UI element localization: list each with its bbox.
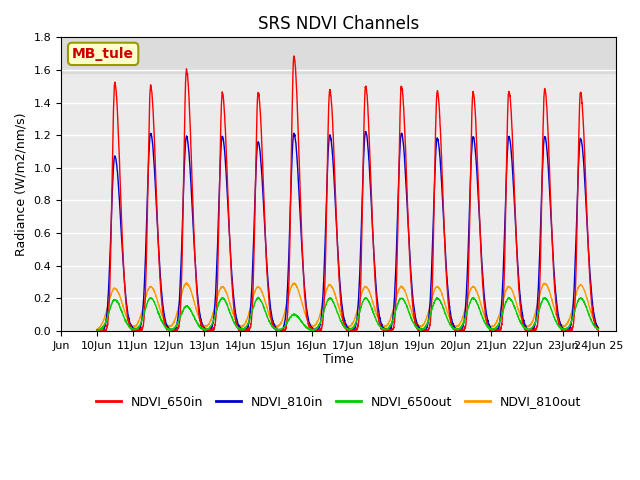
NDVI_650out (397, 296, 404, 301)
X-axis label: Time: Time (323, 353, 354, 366)
NDVI_810in (506, 136, 513, 142)
NDVI_650in (319, 313, 327, 319)
NDVI_810out (319, 300, 327, 305)
NDVI_810out (488, 324, 496, 329)
NDVI_810in (280, 325, 287, 331)
NDVI_650in (591, 323, 599, 328)
NDVI_810out (182, 280, 190, 286)
NDVI_810in (488, 327, 496, 333)
NDVI_810out (595, 324, 602, 330)
NDVI_810out (591, 320, 599, 326)
NDVI_810out (280, 313, 287, 319)
Line: NDVI_650out: NDVI_650out (97, 297, 598, 331)
NDVI_650in (397, 93, 404, 99)
NDVI_810out (506, 284, 513, 289)
NDVI_650in (506, 93, 514, 99)
NDVI_650out (595, 326, 602, 332)
NDVI_810in (362, 129, 370, 134)
Bar (61, 37, 616, 73)
NDVI_810in (319, 292, 327, 298)
NDVI_650in (290, 53, 298, 59)
Line: NDVI_650in: NDVI_650in (97, 56, 598, 331)
NDVI_650out (319, 311, 327, 316)
NDVI_650out (506, 295, 514, 301)
NDVI_810in (591, 317, 599, 323)
Text: MB_tule: MB_tule (72, 47, 134, 61)
NDVI_650in (488, 328, 496, 334)
NDVI_810in (93, 328, 100, 334)
NDVI_650in (280, 327, 287, 333)
Y-axis label: Radiance (W/m2/nm/s): Radiance (W/m2/nm/s) (15, 112, 28, 256)
NDVI_650in (93, 328, 100, 334)
NDVI_650out (94, 328, 102, 334)
NDVI_650out (591, 324, 599, 329)
NDVI_650out (488, 327, 496, 333)
NDVI_810in (595, 325, 602, 331)
NDVI_810out (93, 327, 100, 333)
NDVI_810out (397, 284, 404, 290)
Line: NDVI_810in: NDVI_810in (97, 132, 598, 331)
NDVI_650out (255, 294, 262, 300)
NDVI_650out (93, 327, 100, 333)
NDVI_650in (93, 328, 101, 334)
NDVI_650in (595, 327, 602, 333)
Line: NDVI_810out: NDVI_810out (97, 283, 598, 330)
NDVI_810in (397, 137, 404, 143)
NDVI_650out (280, 325, 287, 331)
Legend: NDVI_650in, NDVI_810in, NDVI_650out, NDVI_810out: NDVI_650in, NDVI_810in, NDVI_650out, NDV… (91, 390, 586, 413)
Title: SRS NDVI Channels: SRS NDVI Channels (258, 15, 419, 33)
